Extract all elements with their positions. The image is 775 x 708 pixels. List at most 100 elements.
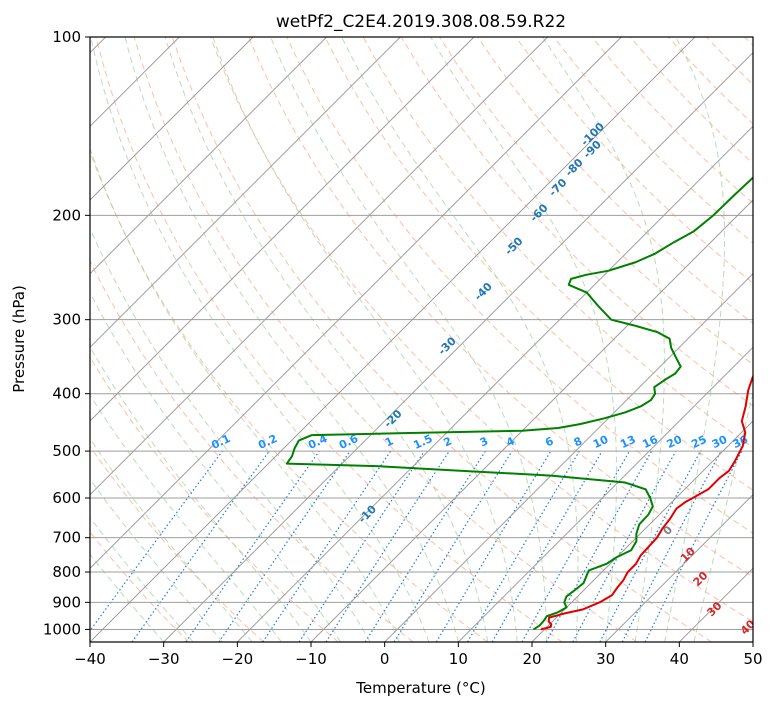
dry-adiabat-line xyxy=(90,445,264,642)
moist-adiabat-line xyxy=(90,37,430,642)
mixing-ratio-line xyxy=(131,450,270,642)
x-axis-label: Temperature (°C) xyxy=(355,679,485,697)
moist-adiabat-line xyxy=(90,291,341,642)
mixing-ratio-label: 25 xyxy=(689,433,708,451)
dry-adiabat-line xyxy=(90,531,190,642)
isotherm-line xyxy=(457,346,753,642)
mixing-ratio-label: 1 xyxy=(383,434,395,449)
mixing-ratio-line xyxy=(644,450,743,642)
x-tick-label: −10 xyxy=(295,650,327,668)
mixing-ratio-line xyxy=(325,450,450,642)
mixing-ratio-label: 6 xyxy=(543,434,556,449)
mixing-ratio-line xyxy=(298,450,425,642)
y-tick-label: 1000 xyxy=(43,620,81,638)
isotherm-line xyxy=(752,641,753,642)
background-lines xyxy=(90,37,753,642)
adiabat-label: -10 xyxy=(356,502,379,525)
moist-adiabat-line xyxy=(341,37,579,642)
dry-adiabat-line xyxy=(477,37,753,325)
moist-adiabat-line xyxy=(664,37,726,642)
adiabat-label: -50 xyxy=(502,234,525,257)
adiabat-label: 0 xyxy=(661,523,676,538)
y-tick-label: 600 xyxy=(52,489,81,507)
moist-adiabat-line xyxy=(90,394,282,642)
y-axis-ticks: 100 200 300 400 500 600 700 800 900 1000 xyxy=(43,28,90,638)
y-tick-label: 900 xyxy=(52,593,81,611)
background-labels: -100-90-80-70-60-50-40-30-20-10010203040… xyxy=(209,120,758,638)
x-tick-label: 50 xyxy=(743,650,762,668)
mixing-ratio-label: 10 xyxy=(591,433,611,451)
adiabat-label: -70 xyxy=(546,176,569,199)
moist-adiabat-line xyxy=(90,516,194,642)
adiabat-label: -30 xyxy=(436,334,459,357)
dry-adiabat-line xyxy=(515,37,753,284)
moist-adiabat-line xyxy=(90,227,371,642)
dry-adiabat-line xyxy=(210,37,753,623)
mixing-ratio-line xyxy=(572,450,677,642)
mixing-ratio-line xyxy=(90,450,223,632)
y-tick-label: 500 xyxy=(52,442,81,460)
x-tick-label: −30 xyxy=(148,650,180,668)
series-layer xyxy=(285,176,753,631)
y-tick-label: 700 xyxy=(52,529,81,547)
dry-adiabat-line xyxy=(90,259,414,642)
adiabat-label: 10 xyxy=(678,545,698,565)
isotherm-line xyxy=(236,125,753,642)
adiabat-label: -20 xyxy=(381,407,404,430)
isotherm-line xyxy=(90,37,622,570)
mixing-ratio-label: 0.1 xyxy=(209,432,232,452)
x-tick-label: 10 xyxy=(449,650,468,668)
mixing-ratio-line xyxy=(185,450,320,642)
dry-adiabat-line xyxy=(744,37,753,47)
dry-adiabat-line xyxy=(90,356,339,642)
mixing-ratio-label: 0.2 xyxy=(256,432,279,452)
adiabat-label: 40 xyxy=(738,617,758,637)
isotherm-line xyxy=(90,37,401,349)
moist-adiabat-line xyxy=(270,37,548,642)
moist-adiabat-line xyxy=(90,553,165,642)
mixing-ratio-line xyxy=(393,450,513,642)
mixing-ratio-line xyxy=(435,450,552,642)
moist-adiabat-line xyxy=(90,437,253,642)
moist-adiabat-line xyxy=(542,37,665,642)
mixing-ratio-line xyxy=(262,450,392,642)
isotherm-line xyxy=(163,51,753,642)
isotherm-line xyxy=(90,37,549,496)
moist-adiabat-line xyxy=(164,37,489,642)
mixing-ratio-line xyxy=(364,450,486,642)
dry-adiabat-line xyxy=(171,37,712,642)
y-tick-label: 800 xyxy=(52,563,81,581)
moist-adiabat-line xyxy=(430,37,618,642)
mixing-ratio-line xyxy=(545,450,653,642)
mixing-ratio-line xyxy=(599,450,702,642)
isotherm-line xyxy=(90,37,328,275)
moist-adiabat-line xyxy=(90,345,312,642)
plot-frame xyxy=(89,36,754,643)
chart-title: wetPf2_C2E4.2019.308.08.59.R22 xyxy=(276,12,566,32)
x-tick-label: −40 xyxy=(74,650,106,668)
x-tick-label: −20 xyxy=(222,650,254,668)
grid-lines xyxy=(90,37,753,642)
mixing-ratio-line xyxy=(521,450,631,642)
dry-adiabat-line xyxy=(90,150,488,642)
isotherm-line xyxy=(90,37,475,422)
isotherm-line xyxy=(384,272,753,642)
mixing-ratio-label: 30 xyxy=(710,433,730,451)
mixing-ratio-label: 20 xyxy=(665,433,685,451)
x-tick-label: 0 xyxy=(380,650,390,668)
x-tick-label: 30 xyxy=(596,650,615,668)
moist-adiabat-line xyxy=(212,37,518,642)
y-tick-label: 200 xyxy=(52,206,81,224)
temperature-profile-line xyxy=(540,374,753,631)
isotherm-line xyxy=(531,420,753,642)
isotherm-line xyxy=(90,37,254,201)
dry-adiabat-line xyxy=(95,37,563,642)
adiabat-label: -80 xyxy=(563,156,586,179)
mixing-ratio-label: 8 xyxy=(572,434,584,449)
mixing-ratio-label: 13 xyxy=(618,433,637,451)
dry-adiabat-line xyxy=(133,37,638,642)
x-tick-label: 20 xyxy=(522,650,541,668)
dry-adiabat-line xyxy=(706,37,753,86)
isotherm-line xyxy=(90,37,696,642)
y-tick-label: 300 xyxy=(52,311,81,329)
